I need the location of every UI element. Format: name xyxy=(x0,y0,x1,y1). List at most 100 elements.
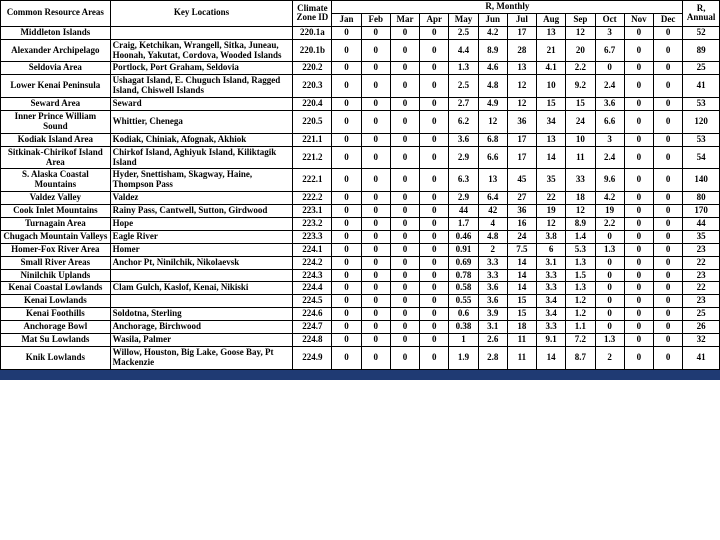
cell-month-value: 11 xyxy=(566,146,595,169)
cell-area: Middleton Islands xyxy=(1,26,111,39)
cell-month-value: 0 xyxy=(390,205,419,218)
table-row: Middleton Islands220.1a00002.54.21713123… xyxy=(1,26,720,39)
cell-month-value: 4.9 xyxy=(478,98,507,111)
cell-month-value: 0 xyxy=(332,243,361,256)
header-month-mar: Mar xyxy=(390,13,419,26)
cell-zone: 220.3 xyxy=(293,75,332,98)
climate-data-table: Common Resource Areas Key Locations Clim… xyxy=(0,0,720,370)
cell-month-value: 0 xyxy=(653,295,682,308)
header-month-may: May xyxy=(449,13,478,26)
cell-month-value: 0 xyxy=(653,308,682,321)
cell-month-value: 0 xyxy=(332,256,361,269)
cell-month-value: 0 xyxy=(624,26,653,39)
cell-month-value: 0 xyxy=(420,334,449,347)
cell-locations: Hyder, Snettisham, Skagway, Haine, Thomp… xyxy=(110,169,293,192)
cell-month-value: 5.3 xyxy=(566,243,595,256)
table-row: Alexander ArchipelagoCraig, Ketchikan, W… xyxy=(1,39,720,62)
cell-month-value: 35 xyxy=(537,169,566,192)
cell-zone: 224.5 xyxy=(293,295,332,308)
cell-month-value: 0 xyxy=(624,39,653,62)
cell-month-value: 0 xyxy=(624,98,653,111)
cell-zone: 222.2 xyxy=(293,192,332,205)
cell-month-value: 13 xyxy=(478,169,507,192)
cell-annual: 44 xyxy=(683,218,720,231)
cell-annual: 41 xyxy=(683,346,720,369)
cell-month-value: 0 xyxy=(390,269,419,282)
cell-area: Lower Kenai Peninsula xyxy=(1,75,111,98)
cell-month-value: 0 xyxy=(595,62,624,75)
table-row: Lower Kenai PeninsulaUshagat Island, E. … xyxy=(1,75,720,98)
cell-zone: 224.6 xyxy=(293,308,332,321)
cell-month-value: 0 xyxy=(624,75,653,98)
cell-month-value: 0 xyxy=(390,308,419,321)
cell-month-value: 1.3 xyxy=(566,256,595,269)
header-area: Common Resource Areas xyxy=(1,1,111,27)
cell-month-value: 0 xyxy=(624,282,653,295)
table-row: Valdez ValleyValdez222.200002.96.4272218… xyxy=(1,192,720,205)
cell-month-value: 44 xyxy=(449,205,478,218)
cell-locations: Homer xyxy=(110,243,293,256)
cell-zone: 221.2 xyxy=(293,146,332,169)
cell-month-value: 0 xyxy=(653,192,682,205)
cell-month-value: 0 xyxy=(332,62,361,75)
cell-month-value: 20 xyxy=(566,39,595,62)
cell-month-value: 7.5 xyxy=(507,243,536,256)
cell-month-value: 0 xyxy=(624,269,653,282)
cell-zone: 220.5 xyxy=(293,111,332,134)
cell-locations: Eagle River xyxy=(110,230,293,243)
cell-month-value: 0 xyxy=(420,39,449,62)
cell-month-value: 0 xyxy=(332,346,361,369)
table-row: S. Alaska Coastal MountainsHyder, Snetti… xyxy=(1,169,720,192)
cell-month-value: 4.6 xyxy=(478,62,507,75)
cell-locations: Kodiak, Chiniak, Afognak, Akhiok xyxy=(110,133,293,146)
header-month-feb: Feb xyxy=(361,13,390,26)
cell-month-value: 8.9 xyxy=(478,39,507,62)
cell-month-value: 2.2 xyxy=(566,62,595,75)
cell-month-value: 45 xyxy=(507,169,536,192)
cell-month-value: 0 xyxy=(390,98,419,111)
footer-bar xyxy=(0,370,720,380)
cell-area: Alexander Archipelago xyxy=(1,39,111,62)
cell-month-value: 0 xyxy=(420,346,449,369)
cell-annual: 32 xyxy=(683,334,720,347)
cell-month-value: 0 xyxy=(624,133,653,146)
cell-month-value: 0 xyxy=(390,346,419,369)
cell-locations: Anchorage, Birchwood xyxy=(110,321,293,334)
cell-month-value: 0 xyxy=(390,230,419,243)
cell-locations: Craig, Ketchikan, Wrangell, Sitka, Junea… xyxy=(110,39,293,62)
cell-month-value: 0 xyxy=(624,192,653,205)
cell-month-value: 0 xyxy=(361,282,390,295)
cell-area: Seldovia Area xyxy=(1,62,111,75)
cell-month-value: 0 xyxy=(624,230,653,243)
cell-month-value: 1 xyxy=(449,334,478,347)
cell-area: Chugach Mountain Valleys xyxy=(1,230,111,243)
cell-locations: Soldotna, Sterling xyxy=(110,308,293,321)
cell-month-value: 6.7 xyxy=(595,39,624,62)
header-monthly: R, Monthly xyxy=(332,1,683,14)
cell-month-value: 12 xyxy=(566,26,595,39)
cell-locations: Clam Gulch, Kaslof, Kenai, Nikiski xyxy=(110,282,293,295)
cell-month-value: 1.5 xyxy=(566,269,595,282)
cell-zone: 221.1 xyxy=(293,133,332,146)
cell-annual: 53 xyxy=(683,98,720,111)
cell-month-value: 14 xyxy=(537,146,566,169)
cell-month-value: 0 xyxy=(653,62,682,75)
cell-month-value: 0.58 xyxy=(449,282,478,295)
cell-month-value: 0 xyxy=(420,133,449,146)
cell-month-value: 2.2 xyxy=(595,218,624,231)
cell-month-value: 0 xyxy=(595,308,624,321)
cell-month-value: 0 xyxy=(361,75,390,98)
cell-month-value: 15 xyxy=(566,98,595,111)
cell-month-value: 0 xyxy=(653,346,682,369)
cell-month-value: 0 xyxy=(420,146,449,169)
cell-month-value: 0 xyxy=(361,39,390,62)
cell-month-value: 1.3 xyxy=(566,282,595,295)
cell-month-value: 0 xyxy=(624,346,653,369)
cell-month-value: 3.1 xyxy=(537,256,566,269)
cell-month-value: 0 xyxy=(420,308,449,321)
cell-locations: Seward xyxy=(110,98,293,111)
cell-month-value: 0 xyxy=(624,205,653,218)
cell-area: Small River Areas xyxy=(1,256,111,269)
cell-area: Turnagain Area xyxy=(1,218,111,231)
cell-month-value: 0 xyxy=(624,111,653,134)
